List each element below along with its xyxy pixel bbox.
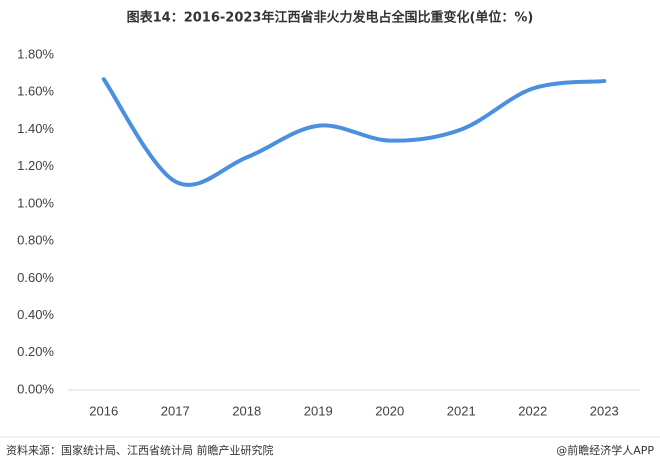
y-tick-label: 0.60% (17, 270, 54, 285)
x-tick-label: 2018 (232, 403, 261, 418)
y-tick-label: 1.20% (17, 158, 54, 173)
x-tick-label: 2017 (161, 403, 190, 418)
x-tick-label: 2023 (590, 403, 619, 418)
y-tick-label: 0.40% (17, 307, 54, 322)
x-tick-label: 2019 (304, 403, 333, 418)
y-tick-label: 0.00% (17, 381, 54, 396)
y-tick-label: 1.00% (17, 195, 54, 210)
x-tick-label: 2016 (89, 403, 118, 418)
x-tick-label: 2022 (518, 403, 547, 418)
x-tick-label: 2021 (447, 403, 476, 418)
chart-title: 图表14：2016-2023年江西省非火力发电占全国比重变化(单位：%) (127, 10, 534, 26)
source: 资料来源：国家统计局、江西省统计局 前瞻产业研究院 (6, 443, 274, 457)
y-tick-label: 1.80% (17, 46, 54, 61)
y-tick-label: 0.80% (17, 233, 54, 248)
data-line (101, 77, 607, 187)
credit: @前瞻经济学人APP (556, 443, 654, 457)
x-tick-label: 2020 (375, 403, 404, 418)
y-tick-label: 0.20% (17, 344, 54, 359)
y-tick-label: 1.60% (17, 84, 54, 99)
y-tick-label: 1.40% (17, 121, 54, 136)
